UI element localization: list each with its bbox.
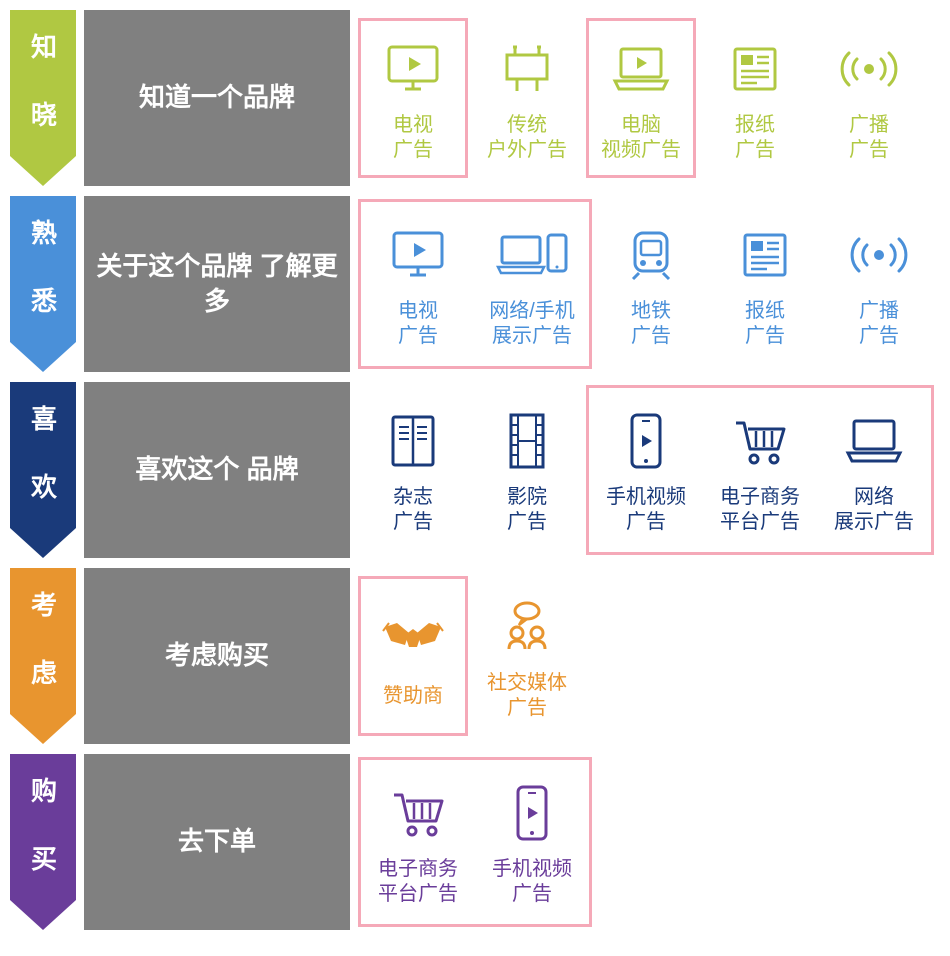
stage-row-consider: 考 虑 考虑购买赞助商 社交媒体 广告 [10,568,940,744]
channel-label: 电子商务 平台广告 [378,857,458,907]
stage-label: 熟 悉 [25,219,62,319]
stage-desc-like: 喜欢这个 品牌 [84,382,350,558]
channel-item: 电视 广告 [363,204,473,364]
stage-label: 购 买 [25,777,62,877]
channel-item: 报纸 广告 [700,18,810,178]
stage-row-familiar: 熟 悉关于这个品牌 了解更多电视 广告 网络/手机 展示广告 地铁 广告 报纸 广告 广… [10,196,940,372]
channel-label: 网络 展示广告 [834,485,914,535]
channel-label: 报纸 广告 [745,299,785,349]
tv-play-icon [383,33,443,105]
channel-item: 网络/手机 展示广告 [477,204,587,364]
channel-item: 传统 户外广告 [472,18,582,178]
channel-label: 手机视频 广告 [606,485,686,535]
stage-desc-familiar: 关于这个品牌 了解更多 [84,196,350,372]
channel-label: 赞助商 [383,684,443,709]
chevron-down-icon [10,342,76,372]
channel-label: 报纸 广告 [735,113,775,163]
newspaper-icon [727,33,783,105]
laptop-phone-icon [496,219,568,291]
channel-label: 电视 广告 [393,113,433,163]
channel-label: 电视 广告 [398,299,438,349]
stage-label: 知 晓 [25,33,62,133]
channel-label: 网络/手机 展示广告 [489,299,575,349]
stage-row-buy: 购 买去下单电子商务 平台广告手机视频 广告 [10,754,940,930]
channel-item: 广播 广告 [814,18,924,178]
channel-label: 地铁 广告 [631,299,671,349]
channel-label: 电脑 视频广告 [601,113,681,163]
highlight-group: 电子商务 平台广告手机视频 广告 [358,757,592,927]
channel-item: 报纸 广告 [710,204,820,364]
channel-item: 赞助商 [358,576,468,736]
laptop-icon [842,405,906,477]
stage-row-like: 喜 欢喜欢这个 品牌杂志 广告影院 广告手机视频 广告电子商务 平台广告网络 展… [10,382,940,558]
highlight-group: 电视 广告 网络/手机 展示广告 [358,199,592,369]
funnel-diagram: 知 晓知道一个品牌电视 广告传统 户外广告电脑 视频广告报纸 广告广播 广告熟 … [10,10,940,930]
stage-row-awareness: 知 晓 知道一个品牌电视 广告 传统 户外广告电脑 视频广告 报纸 广告 广播 广告 [10,10,940,186]
channel-item: 手机视频 广告 [477,762,587,922]
stage-desc-text: 考虑购买 [165,638,269,673]
chevron-down-icon [10,900,76,930]
chevron-down-icon [10,156,76,186]
items-container: 杂志 广告影院 广告手机视频 广告电子商务 平台广告网络 展示广告 [350,382,940,558]
stage-arrow-consider: 考 虑 [10,568,76,744]
stage-desc-buy: 去下单 [84,754,350,930]
channel-item: 社交媒体 广告 [472,576,582,736]
stage-label: 考 虑 [25,591,62,691]
stage-desc-consider: 考虑购买 [84,568,350,744]
tv-play-icon [388,219,448,291]
stage-arrow-familiar: 熟 悉 [10,196,76,372]
channel-item: 杂志 广告 [358,390,468,550]
broadcast-icon [839,33,899,105]
handshake-icon [381,604,445,676]
items-container: 电子商务 平台广告手机视频 广告 [350,754,940,930]
billboard-icon [497,33,557,105]
channel-label: 手机视频 广告 [492,857,572,907]
channel-label: 传统 户外广告 [487,113,567,163]
channel-item: 网络 展示广告 [819,390,929,550]
channel-item: 电脑 视频广告 [586,18,696,178]
channel-label: 社交媒体 广告 [487,671,567,721]
stage-desc-text: 去下单 [178,824,256,859]
channel-label: 广播 广告 [849,113,889,163]
chevron-down-icon [10,528,76,558]
stage-arrow-buy: 购 买 [10,754,76,930]
cart-icon [388,777,448,849]
channel-label: 杂志 广告 [393,485,433,535]
laptop-play-icon [609,33,673,105]
stage-desc-awareness: 知道一个品牌 [84,10,350,186]
channel-item: 手机视频 广告 [591,390,701,550]
items-container: 赞助商 社交媒体 广告 [350,568,940,744]
subway-icon [623,219,679,291]
newspaper-icon [737,219,793,291]
stage-arrow-awareness: 知 晓 [10,10,76,186]
channel-item: 影院 广告 [472,390,582,550]
channel-item: 地铁 广告 [596,204,706,364]
phone-play-icon [512,777,552,849]
film-icon [505,405,549,477]
channel-item: 广播 广告 [824,204,934,364]
broadcast-icon [849,219,909,291]
channel-item: 电子商务 平台广告 [705,390,815,550]
chevron-down-icon [10,714,76,744]
stage-desc-text: 喜欢这个 品牌 [135,452,298,487]
items-container: 电视 广告 传统 户外广告电脑 视频广告 报纸 广告 广播 广告 [350,10,940,186]
channel-item: 电视 广告 [358,18,468,178]
items-container: 电视 广告 网络/手机 展示广告 地铁 广告 报纸 广告 广播 广告 [350,196,940,372]
phone-play-icon [626,405,666,477]
stage-desc-text: 知道一个品牌 [139,80,295,115]
stage-label: 喜 欢 [25,405,62,505]
stage-desc-text: 关于这个品牌 了解更多 [84,249,350,319]
channel-item: 电子商务 平台广告 [363,762,473,922]
cart-icon [730,405,790,477]
channel-label: 广播 广告 [859,299,899,349]
channel-label: 电子商务 平台广告 [720,485,800,535]
social-icon [497,591,557,663]
channel-label: 影院 广告 [507,485,547,535]
highlight-group: 手机视频 广告电子商务 平台广告网络 展示广告 [586,385,934,555]
magazine-icon [385,405,441,477]
stage-arrow-like: 喜 欢 [10,382,76,558]
